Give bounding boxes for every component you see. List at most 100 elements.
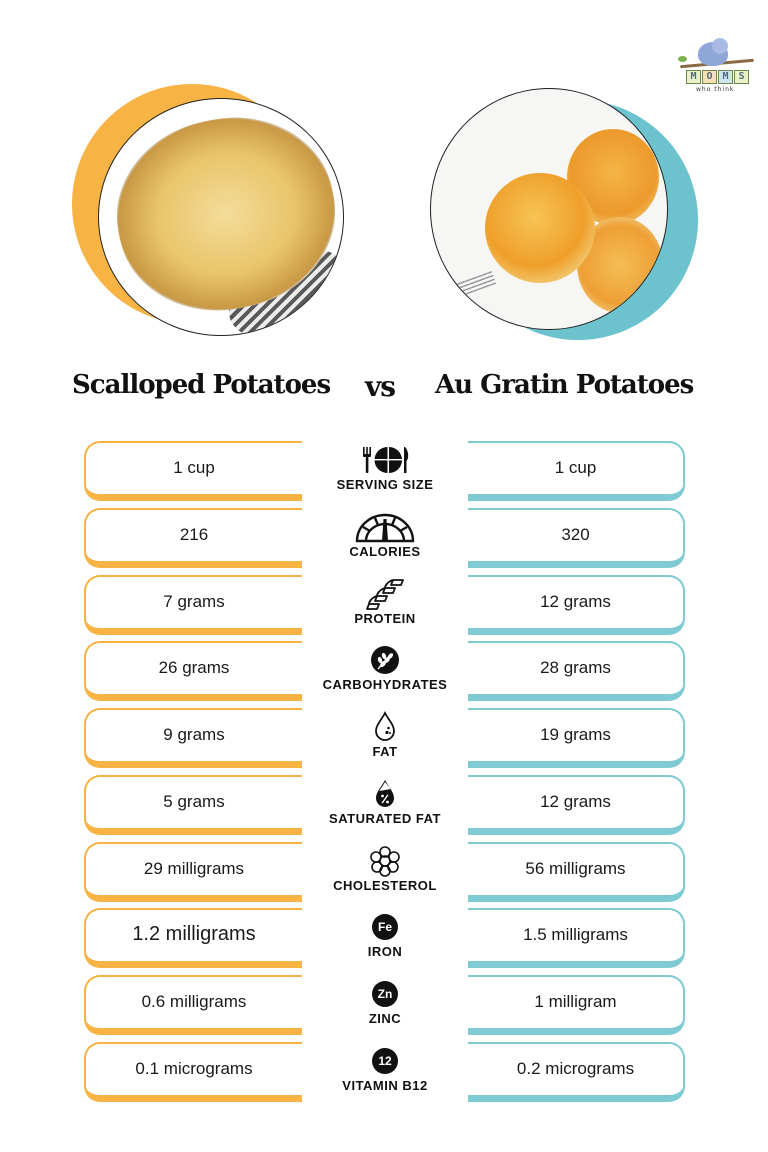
left-value: 1.2 milligrams: [132, 923, 256, 945]
left-value: 216: [179, 524, 209, 544]
nutrient-label-text: ZINC: [368, 1011, 402, 1026]
utensils-plate-icon: [359, 443, 411, 477]
left-value-pill: 1.2 milligrams: [84, 908, 302, 968]
comparison-row: 1.2 milligrams Fe IRON 1.5 milligrams: [0, 908, 768, 970]
right-value-pill: 12 grams: [468, 575, 685, 635]
bird-icon: [698, 38, 728, 66]
vs-label: vs: [365, 370, 396, 403]
fe-badge-icon: Fe: [372, 910, 398, 944]
nutrient-label-text: FAT: [372, 744, 398, 759]
left-value: 26 grams: [158, 657, 230, 677]
nutrient-label: SERVING SIZE: [302, 441, 468, 501]
left-value-pill: 5 grams: [84, 775, 302, 835]
right-value-pill: 56 milligrams: [468, 842, 685, 902]
left-value: 7 grams: [163, 591, 225, 611]
fork: [453, 270, 497, 298]
left-value-pill: 0.1 micrograms: [84, 1042, 302, 1102]
nutrient-label: Fe IRON: [302, 908, 468, 968]
nutrient-label-text: SATURATED FAT: [329, 811, 441, 826]
right-value-pill: 0.2 micrograms: [468, 1042, 685, 1102]
comparison-row: 1 cup SERVING SIZE 1 cup: [0, 441, 768, 503]
comparison-row: 29 milligrams CHOLESTEROL 56 milligrams: [0, 842, 768, 904]
left-value-pill: 7 grams: [84, 575, 302, 635]
right-value-pill: 28 grams: [468, 641, 685, 701]
right-value: 19 grams: [540, 724, 611, 744]
right-value: 1.5 milligrams: [523, 924, 628, 944]
nutrient-label: CALORIES: [302, 508, 468, 568]
nutrient-label: SATURATED FAT: [302, 775, 468, 835]
left-value-pill: 1 cup: [84, 441, 302, 501]
right-value: 12 grams: [540, 791, 611, 811]
photo-frame: [98, 98, 344, 336]
right-title: Au Gratin Potatoes: [435, 370, 694, 400]
comparison-row: 5 grams SATURATED FAT 12 grams: [0, 775, 768, 837]
right-value-pill: 1 milligram: [468, 975, 685, 1035]
left-value: 0.6 milligrams: [141, 991, 247, 1011]
b12-badge: 12: [372, 1048, 398, 1074]
right-value-pill: 19 grams: [468, 708, 685, 768]
right-value: 1 milligram: [534, 991, 617, 1011]
comparison-row: 0.6 milligrams Zn ZINC 1 milligram: [0, 975, 768, 1037]
logo-letter: O: [702, 70, 717, 84]
nutrient-label-text: SERVING SIZE: [336, 477, 434, 492]
potato-slice: [485, 173, 595, 283]
comparison-row: 26 grams CARBOHYDRATES 28 grams: [0, 641, 768, 703]
right-value: 1 cup: [554, 457, 597, 477]
right-value: 0.2 micrograms: [516, 1058, 635, 1078]
leaf-decoration: [678, 56, 687, 62]
nutrient-label-text: CHOLESTEROL: [333, 878, 437, 893]
nutrient-label-text: PROTEIN: [354, 611, 416, 626]
comparison-row: 216 CALORIES 320: [0, 508, 768, 570]
gauge-icon: [353, 510, 417, 544]
nutrient-label-text: CARBOHYDRATES: [322, 677, 448, 692]
right-value-pill: 12 grams: [468, 775, 685, 835]
au-gratin-potatoes-photo: [428, 86, 698, 342]
nutrient-label-text: CALORIES: [349, 544, 421, 559]
right-value-pill: 1 cup: [468, 441, 685, 501]
left-value: 5 grams: [163, 791, 225, 811]
molecule-cluster-icon: [369, 844, 401, 878]
logo-letters: M O M S: [686, 70, 749, 84]
wheat-icon: [370, 643, 400, 677]
left-value-pill: 0.6 milligrams: [84, 975, 302, 1035]
droplet-icon: [373, 710, 397, 744]
left-value-pill: 9 grams: [84, 708, 302, 768]
nutrient-label-text: IRON: [367, 944, 403, 959]
left-value: 9 grams: [163, 724, 225, 744]
dna-strand-icon: [363, 577, 407, 611]
nutrient-label: Zn ZINC: [302, 975, 468, 1035]
right-value: 56 milligrams: [525, 858, 626, 878]
logo-tagline: who think: [696, 86, 735, 93]
scalloped-potatoes-photo: [72, 84, 347, 336]
nutrient-label: PROTEIN: [302, 575, 468, 635]
photo-frame: [430, 88, 668, 330]
nutrient-label: CHOLESTEROL: [302, 842, 468, 902]
zn-badge: Zn: [372, 981, 398, 1007]
left-value-pill: 26 grams: [84, 641, 302, 701]
left-value-pill: 29 milligrams: [84, 842, 302, 902]
nutrient-label: 12 VITAMIN B12: [302, 1042, 468, 1102]
logo-letter: S: [734, 70, 749, 84]
fe-badge: Fe: [372, 914, 398, 940]
left-value-pill: 216: [84, 508, 302, 568]
right-value: 28 grams: [540, 657, 611, 677]
moms-who-think-logo: M O M S who think: [676, 38, 756, 96]
left-title: Scalloped Potatoes: [72, 370, 331, 400]
comparison-row: 0.1 micrograms 12 VITAMIN B12 0.2 microg…: [0, 1042, 768, 1104]
right-value: 320: [561, 524, 590, 544]
comparison-row: 7 grams PROTEIN 12 grams: [0, 575, 768, 637]
nutrient-label: FAT: [302, 708, 468, 768]
right-value: 12 grams: [540, 591, 611, 611]
logo-letter: M: [686, 70, 701, 84]
left-value: 1 cup: [173, 457, 215, 477]
logo-letter: M: [718, 70, 733, 84]
percent-droplet-icon: [373, 777, 397, 811]
right-value-pill: 1.5 milligrams: [468, 908, 685, 968]
b12-badge-icon: 12: [372, 1044, 398, 1078]
zn-badge-icon: Zn: [372, 977, 398, 1011]
right-value-pill: 320: [468, 508, 685, 568]
nutrient-label: CARBOHYDRATES: [302, 641, 468, 701]
nutrient-label-text: VITAMIN B12: [342, 1078, 428, 1093]
comparison-row: 9 grams FAT 19 grams: [0, 708, 768, 770]
left-value: 0.1 micrograms: [135, 1058, 253, 1078]
